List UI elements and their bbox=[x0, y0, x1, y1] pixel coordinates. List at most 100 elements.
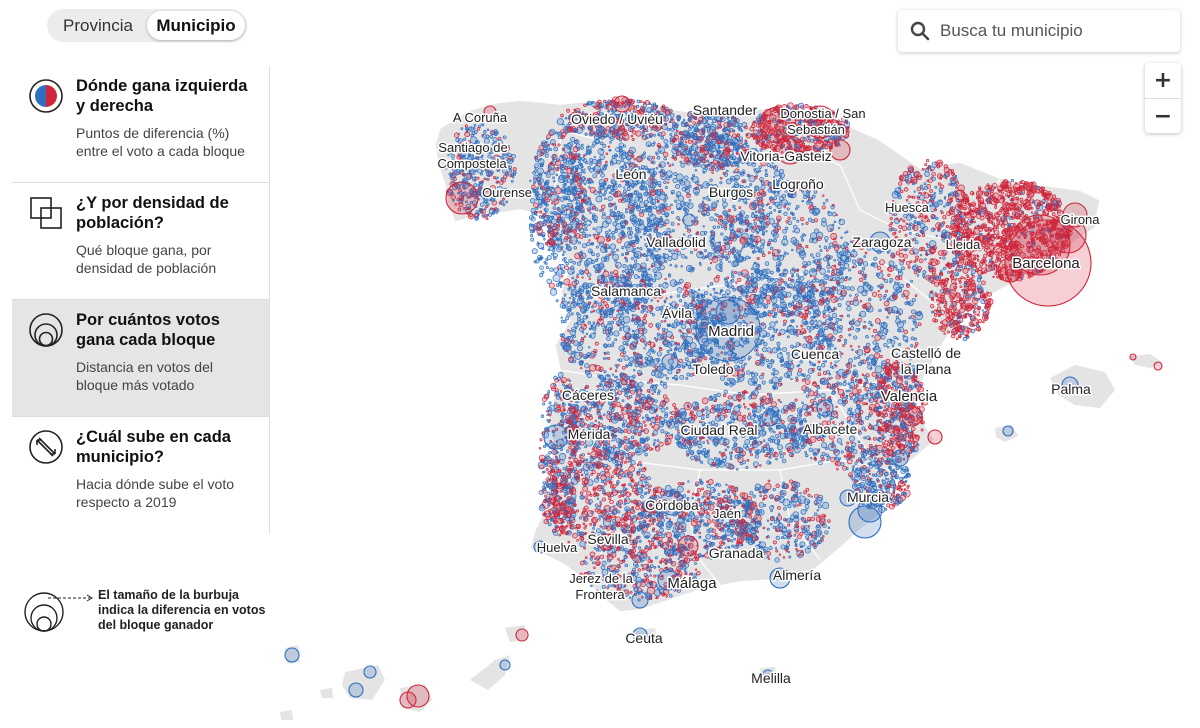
municipality-bubble bbox=[597, 284, 601, 288]
municipality-bubble bbox=[664, 277, 667, 281]
municipality-bubble bbox=[637, 372, 642, 377]
municipality-bubble bbox=[773, 209, 777, 212]
municipality-bubble bbox=[638, 197, 644, 202]
municipality-bubble bbox=[781, 238, 789, 246]
municipality-bubble bbox=[673, 374, 678, 379]
municipality-bubble bbox=[638, 423, 643, 427]
municipality-bubble bbox=[692, 186, 701, 195]
municipality-bubble bbox=[598, 375, 602, 379]
municipality-bubble bbox=[556, 185, 560, 188]
municipality-bubble bbox=[568, 283, 572, 288]
municipality-bubble bbox=[544, 219, 548, 223]
municipality-bubble bbox=[571, 271, 575, 274]
municipality-bubble bbox=[607, 321, 611, 325]
municipality-bubble bbox=[711, 201, 718, 208]
municipality-bubble bbox=[877, 330, 884, 337]
municipality-bubble bbox=[587, 354, 590, 358]
municipality-bubble bbox=[598, 318, 602, 322]
municipality-bubble bbox=[614, 176, 619, 180]
municipality-bubble bbox=[760, 250, 765, 255]
municipality-bubble bbox=[897, 268, 902, 274]
municipality-bubble bbox=[776, 347, 780, 352]
municipality-bubble bbox=[589, 162, 593, 166]
municipality-bubble bbox=[663, 336, 667, 340]
municipality-bubble bbox=[629, 343, 635, 349]
municipality-bubble bbox=[621, 235, 625, 239]
municipality-bubble bbox=[576, 276, 579, 279]
municipality-bubble bbox=[666, 323, 671, 327]
municipality-bubble bbox=[805, 299, 809, 303]
municipality-bubble bbox=[579, 406, 586, 413]
municipality-bubble bbox=[592, 173, 598, 179]
municipality-bubble bbox=[544, 153, 549, 158]
municipality-bubble bbox=[611, 344, 614, 348]
municipality-bubble bbox=[633, 355, 638, 361]
municipality-bubble bbox=[653, 438, 656, 442]
municipality-bubble bbox=[625, 257, 628, 261]
municipality-bubble bbox=[769, 336, 775, 342]
municipality-bubble bbox=[619, 328, 622, 332]
municipality-bubble bbox=[636, 450, 639, 454]
municipality-bubble bbox=[730, 272, 734, 276]
municipality-bubble bbox=[546, 187, 550, 191]
municipality-bubble bbox=[470, 175, 473, 179]
municipality-bubble bbox=[781, 286, 786, 291]
municipality-bubble bbox=[748, 175, 756, 183]
municipality-bubble bbox=[616, 309, 619, 313]
municipality-bubble bbox=[529, 179, 532, 183]
municipality-bubble bbox=[645, 258, 649, 261]
municipality-bubble bbox=[645, 255, 649, 258]
municipality-bubble bbox=[796, 334, 799, 337]
municipality-bubble bbox=[597, 171, 601, 174]
municipality-bubble bbox=[898, 287, 903, 292]
municipality-bubble bbox=[777, 345, 780, 349]
municipality-bubble bbox=[556, 218, 560, 223]
municipality-bubble bbox=[535, 156, 539, 160]
municipality-bubble bbox=[636, 246, 639, 250]
municipality-bubble bbox=[588, 234, 592, 237]
municipality-bubble bbox=[822, 310, 827, 314]
municipality-bubble bbox=[464, 124, 468, 128]
municipality-bubble bbox=[910, 279, 914, 283]
municipality-bubble bbox=[783, 251, 787, 255]
municipality-bubble bbox=[816, 236, 822, 242]
municipality-bubble bbox=[716, 200, 719, 203]
municipality-bubble bbox=[808, 283, 813, 289]
municipality-bubble bbox=[588, 186, 591, 189]
municipality-bubble bbox=[889, 338, 893, 342]
municipality-bubble bbox=[726, 215, 734, 223]
municipality-bubble bbox=[772, 308, 776, 312]
municipality-bubble bbox=[753, 246, 760, 253]
municipality-bubble bbox=[796, 278, 800, 283]
municipality-bubble bbox=[871, 335, 874, 338]
municipality-bubble bbox=[882, 321, 886, 325]
municipality-bubble bbox=[804, 264, 808, 268]
municipality-bubble bbox=[810, 253, 814, 257]
municipality-bubble bbox=[633, 158, 636, 161]
municipality-bubble bbox=[759, 244, 765, 250]
municipality-bubble bbox=[825, 239, 828, 243]
municipality-bubble bbox=[572, 260, 577, 265]
municipality-bubble bbox=[588, 302, 591, 305]
municipality-bubble bbox=[649, 378, 653, 382]
municipality-bubble bbox=[914, 311, 924, 321]
municipality-bubble bbox=[862, 325, 866, 329]
municipality-bubble bbox=[863, 382, 867, 386]
municipality-bubble bbox=[474, 215, 480, 221]
municipality-bubble bbox=[555, 167, 560, 172]
municipality-bubble bbox=[715, 213, 719, 217]
municipality-bubble bbox=[621, 424, 626, 428]
municipality-bubble bbox=[806, 374, 811, 379]
municipality-bubble bbox=[643, 253, 647, 257]
municipality-bubble bbox=[706, 284, 710, 288]
municipality-bubble bbox=[632, 360, 636, 364]
municipality-bubble bbox=[725, 382, 729, 386]
municipality-bubble bbox=[574, 155, 578, 158]
municipality-bubble bbox=[765, 294, 772, 302]
municipality-bubble bbox=[536, 150, 543, 157]
municipality-bubble bbox=[852, 299, 860, 306]
municipality-bubble bbox=[647, 144, 651, 147]
municipality-bubble bbox=[781, 199, 788, 207]
municipality-bubble bbox=[585, 200, 589, 204]
